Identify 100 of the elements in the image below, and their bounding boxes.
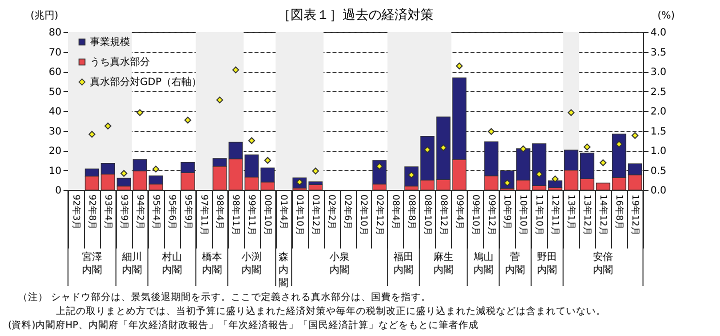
point <box>152 166 160 172</box>
legend-label: 事業規模 <box>90 36 130 48</box>
legend-label: うち真水部分 <box>90 56 150 68</box>
x-tick-label: 08年4月 <box>390 194 401 230</box>
point <box>456 62 463 70</box>
x-tick-label: 99年11月 <box>246 194 258 236</box>
x-tick-label: 93年4月 <box>102 194 114 230</box>
x-tick-label: 11年10月 <box>534 194 545 236</box>
x-tick-label: 09年12月 <box>486 194 497 236</box>
point <box>216 96 224 104</box>
x-tick-label: 02年12月 <box>374 194 385 236</box>
x-tick-label: 01年10月 <box>294 194 306 236</box>
text: 野田内閣 <box>537 252 558 276</box>
x-tick-label: 16年8月 <box>614 194 625 230</box>
x-tick-label: 09年10月 <box>470 194 481 236</box>
point <box>616 140 622 148</box>
x-tick-label: 12年11月 <box>550 194 561 236</box>
x-tick-label: 93年9月 <box>118 194 130 230</box>
x-tick-label: 13年1月 <box>566 194 577 230</box>
y-tick-label: 50 <box>48 86 62 98</box>
point <box>88 130 96 138</box>
y2-tick-label: 3.0 <box>650 67 666 78</box>
y2-tick-label: 2.0 <box>650 106 666 118</box>
text: 麻生内閣 <box>433 251 454 276</box>
text: 鳩山内閣 <box>473 251 494 276</box>
y-tick-label: 20 <box>48 146 62 157</box>
x-tick-label: 08年8月 <box>406 194 417 230</box>
y-tick-label: 70 <box>48 47 62 58</box>
x-tick-label: 19年12月 <box>630 194 641 236</box>
x-tick-label: 98年4月 <box>214 194 226 230</box>
text: (資料)内閣府HP、内閣府「年次経済財政報告」「年次経済報告」「国民経済計算」などをもとに筆者作成 <box>8 319 478 331</box>
x-tick-label: 02年2月 <box>326 194 338 230</box>
x-tick-label: 02年6月 <box>342 194 354 230</box>
y-tick-label: 30 <box>48 126 62 138</box>
y-tick-label: 60 <box>48 67 62 78</box>
text: 宮澤内閣 <box>82 251 102 276</box>
x-tick-label: 01年12月 <box>310 194 322 236</box>
text: 小泉内閣 <box>330 251 350 276</box>
x-tick-label: 92年3月 <box>70 194 82 230</box>
x-tick-label: 97年11月 <box>198 194 210 236</box>
text: 森内閣 <box>278 251 289 289</box>
x-tick-label: 95年9月 <box>182 194 194 230</box>
point <box>520 146 527 152</box>
x-tick-label: 94年2月 <box>134 194 146 230</box>
point <box>536 170 543 178</box>
y-axis-title: (兆円) <box>30 10 58 22</box>
legend-label: 真水部分対GDP（右軸） <box>90 76 202 88</box>
x-tick-label: 10年9月 <box>502 194 513 230</box>
y2-tick-label: 2.5 <box>650 86 666 98</box>
x-tick-label: 09年4月 <box>454 194 465 230</box>
point <box>488 128 495 135</box>
y-tick-label: 40 <box>48 106 62 118</box>
text: 福田内閣 <box>393 251 414 276</box>
x-tick-label: 08年12月 <box>438 194 449 236</box>
y2-tick-label: 0.0 <box>650 186 666 196</box>
y2-axis-title: (%) <box>658 10 675 22</box>
x-tick-label: 92年8月 <box>86 194 98 230</box>
point <box>552 176 559 182</box>
point <box>136 109 144 116</box>
x-tick-label: 95年6月 <box>166 194 178 230</box>
text: 細川内閣 <box>120 251 142 276</box>
point <box>264 156 272 164</box>
text: 橋本内閣 <box>202 251 222 276</box>
point <box>312 168 319 174</box>
y2-tick-label: 3.5 <box>650 47 666 58</box>
x-tick-label: 00年10月 <box>262 194 274 236</box>
y-tick-label: 10 <box>48 166 62 177</box>
point <box>568 109 575 116</box>
point <box>440 144 447 152</box>
chart-title: ［図表１］過去の経済対策 <box>278 7 434 23</box>
point <box>248 137 256 144</box>
point <box>632 132 638 139</box>
y2-tick-label: 0.5 <box>650 166 666 177</box>
x-tick-label: 08年10月 <box>422 194 433 236</box>
point <box>600 159 606 166</box>
text: （注） シャドウ部分は、景気後退期間を示す。ここで定義される真水部分は、国費を指す。 <box>18 291 432 303</box>
point <box>424 146 431 154</box>
x-tick-label: 95年4月 <box>150 194 162 230</box>
x-tick-label: 14年12月 <box>598 194 609 236</box>
x-tick-label: 02年10月 <box>358 194 369 236</box>
y-tick-label: 80 <box>48 28 62 38</box>
point <box>376 162 383 170</box>
text: 上記の取りまとめ方では、当初予算に盛り込まれた経済対策や毎年の税制改正に盛り込まれた減税などは含まれていない。 <box>56 305 606 317</box>
y-tick-label: 0 <box>55 186 62 196</box>
y2-tick-label: 1.5 <box>650 126 666 138</box>
point <box>104 122 112 130</box>
text: 菅内閣 <box>505 251 526 276</box>
point <box>120 170 128 177</box>
y2-tick-label: 4.0 <box>650 28 666 38</box>
x-tick-label: 01年4月 <box>278 194 290 230</box>
text: 安倍内閣 <box>593 251 614 276</box>
text: 村山内閣 <box>160 251 182 276</box>
x-tick-label: 98年11月 <box>230 194 242 236</box>
point <box>584 144 591 150</box>
point <box>184 116 192 124</box>
x-tick-label: 10年10月 <box>518 194 529 236</box>
point <box>232 66 240 74</box>
y2-tick-label: 1.0 <box>650 146 666 157</box>
x-tick-label: 13年12月 <box>582 194 593 236</box>
text: 小渕内閣 <box>242 251 262 276</box>
